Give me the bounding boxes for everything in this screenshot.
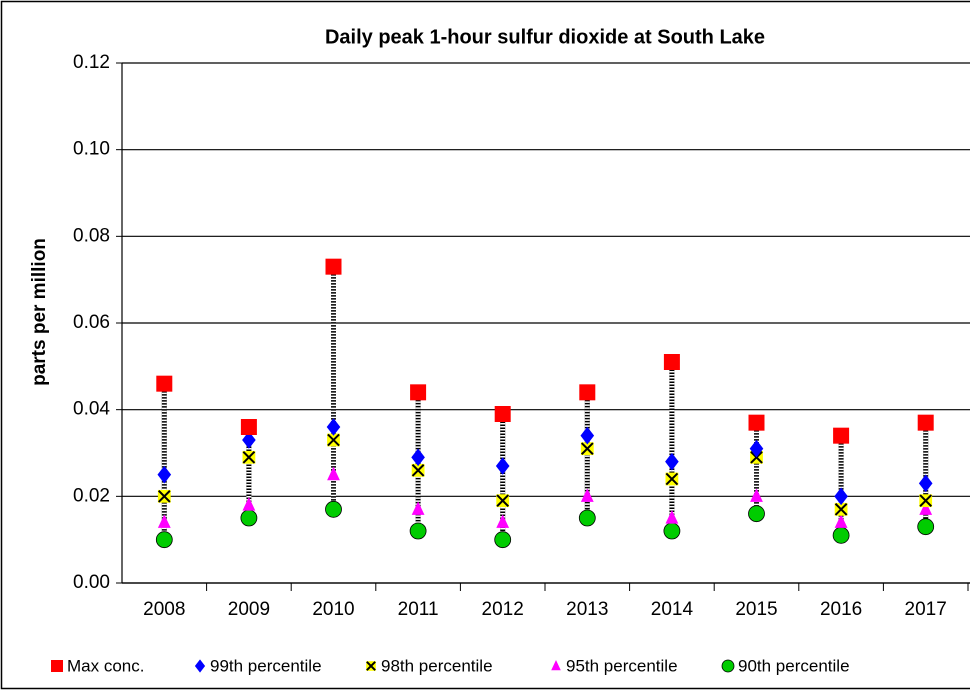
marker-diamond [157, 465, 172, 484]
marker-square [833, 427, 850, 444]
marker-square [748, 414, 765, 431]
x-tick-label: 2009 [228, 599, 270, 620]
marker-square [917, 414, 934, 431]
marker-triangle [496, 514, 510, 528]
marker-diamond [580, 426, 595, 445]
y-tick-label: 0.10 [73, 139, 110, 160]
marker-square [156, 375, 173, 392]
marker-triangle [580, 488, 594, 502]
marker-square [494, 406, 511, 422]
x-tick-label: 2010 [312, 599, 354, 620]
marker-circle [832, 526, 850, 544]
marker-square [51, 660, 63, 672]
marker-x-cross [665, 472, 679, 486]
chart-title: Daily peak 1-hour sulfur dioxide at Sout… [325, 26, 765, 48]
legend-label: 90th percentile [738, 656, 850, 675]
marker-diamond [918, 474, 933, 493]
marker-circle [663, 522, 681, 540]
y-axis-label: parts per million [29, 238, 50, 386]
legend-label: 98th percentile [381, 656, 493, 675]
marker-circle [409, 522, 427, 540]
marker-diamond [194, 659, 206, 673]
marker-diamond [665, 452, 679, 471]
marker-triangle [919, 501, 933, 515]
y-tick-label: 0.04 [73, 399, 110, 420]
marker-diamond [834, 487, 848, 506]
marker-x-cross [580, 442, 594, 455]
y-tick-label: 0.06 [73, 312, 110, 333]
marker-triangle [327, 466, 340, 481]
x-tick-label: 2013 [566, 599, 608, 620]
marker-circle [155, 531, 173, 549]
marker-circle [240, 509, 258, 527]
marker-x-cross [366, 661, 376, 671]
marker-x-cross [157, 490, 171, 503]
x-tick-label: 2015 [735, 599, 777, 620]
marker-x-cross [834, 503, 848, 516]
marker-triangle [665, 510, 679, 524]
marker-circle [494, 531, 512, 549]
marker-triangle [551, 660, 561, 671]
marker-square [663, 354, 680, 370]
x-tick-label: 2011 [398, 599, 439, 620]
marker-triangle [157, 514, 171, 528]
marker-triangle [242, 497, 256, 511]
marker-triangle [834, 514, 848, 528]
marker-diamond [242, 431, 256, 449]
marker-x-cross [411, 464, 425, 477]
marker-diamond [411, 448, 425, 467]
legend-label: 95th percentile [566, 656, 678, 675]
marker-circle [721, 659, 735, 673]
marker-square [240, 419, 257, 435]
marker-circle [917, 518, 935, 536]
legend-label: Max conc. [67, 656, 144, 675]
marker-diamond [495, 457, 510, 475]
marker-circle [325, 500, 342, 518]
x-tick-label: 2014 [651, 599, 694, 620]
y-tick-label: 0.02 [73, 485, 110, 506]
legend-label: 99th percentile [210, 656, 322, 675]
x-tick-label: 2017 [905, 599, 947, 620]
marker-x-cross [919, 494, 933, 507]
marker-triangle [750, 488, 763, 502]
y-tick-label: 0.12 [73, 52, 110, 73]
marker-x-cross [327, 433, 340, 447]
y-tick-label: 0.08 [73, 225, 110, 246]
x-tick-label: 2012 [482, 599, 524, 620]
marker-x-cross [496, 494, 510, 507]
y-tick-label: 0.00 [73, 572, 110, 593]
marker-square [325, 258, 342, 275]
x-tick-label: 2016 [820, 599, 862, 620]
marker-square [579, 384, 596, 401]
x-tick-label: 2008 [143, 599, 185, 620]
marker-diamond [326, 418, 341, 436]
marker-circle [578, 509, 596, 527]
marker-diamond [749, 439, 764, 458]
marker-x-cross [242, 451, 256, 464]
marker-square [410, 384, 427, 401]
marker-triangle [411, 501, 425, 515]
marker-circle [748, 505, 765, 523]
